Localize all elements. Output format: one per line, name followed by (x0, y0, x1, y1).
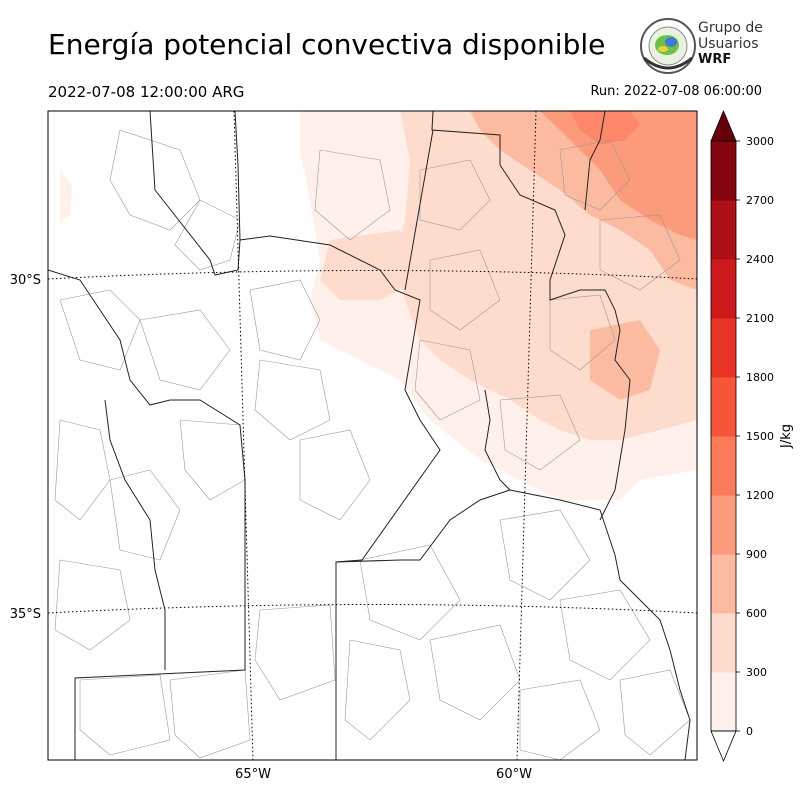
colorbar-tick-label: 2400 (746, 253, 774, 266)
cape-band-600-900-b (590, 320, 660, 400)
colorbar-segment (711, 495, 736, 555)
colorbar-extend-min (710, 730, 737, 763)
valid-time: 2022-07-08 12:00:00 ARG (48, 83, 245, 101)
colorbar-segment (711, 259, 736, 319)
colorbar-tick-label: 600 (746, 607, 767, 620)
colorbar-segment (711, 613, 736, 673)
lon-label-60w: 60°W (496, 767, 532, 782)
colorbar-tick-label: 2700 (746, 194, 774, 207)
logo-line2: Usuarios (698, 36, 759, 52)
colorbar-segment (711, 436, 736, 496)
colorbar-tick-label: 1800 (746, 371, 774, 384)
department-boundaries (54, 129, 691, 760)
meridian-65w (233, 111, 254, 760)
colorbar-segment (711, 672, 736, 732)
colorbar-tick-label: 2100 (746, 312, 774, 325)
colorbar-segment (711, 141, 736, 201)
colorbar-tick-label: 1500 (746, 430, 774, 443)
cape-band-0-300-west (60, 170, 72, 222)
run-time: Run: 2022-07-08 06:00:00 (590, 84, 762, 99)
colorbar-unit: J/kg (779, 424, 794, 449)
colorbar-segment (711, 377, 736, 437)
colorbar-segment (711, 200, 736, 260)
map-frame (47, 110, 698, 761)
lat-label-30s: 30°S (10, 273, 41, 288)
grupo-wrf-logo (640, 18, 696, 74)
cape-field (60, 111, 697, 500)
lat-label-35s: 35°S (10, 607, 41, 622)
colorbar-tick-label: 900 (746, 548, 767, 561)
colorbar-tick-label: 300 (746, 666, 767, 679)
colorbar-tick-label: 3000 (746, 135, 774, 148)
cape-band-1200-1500 (570, 111, 640, 145)
logo-line3: WRF (698, 52, 732, 67)
map-title: Energía potencial convectiva disponible (48, 28, 606, 61)
logo-line1: Grupo de (698, 20, 763, 36)
colorbar-segment (711, 318, 736, 378)
parallel-35s (48, 604, 697, 614)
boundaries (48, 111, 691, 760)
colorbar-extend-max (710, 109, 737, 142)
lon-label-65w: 65°W (235, 767, 271, 782)
graticule (48, 111, 697, 760)
colorbar-segment (711, 554, 736, 614)
colorbar-tick-label: 0 (746, 725, 753, 738)
parallel-30s (48, 270, 697, 280)
colorbar-tick-label: 1200 (746, 489, 774, 502)
logo-seal-icon (640, 18, 696, 74)
cape-band-900-1200 (540, 111, 697, 240)
province-boundaries (48, 111, 691, 760)
colorbar: 0 300 600 900 1200 1500 1800 2100 2400 2700 3000 (710, 109, 774, 763)
meridian-60w (516, 111, 537, 760)
logo-text: Grupo de Usuarios WRF (698, 20, 763, 68)
